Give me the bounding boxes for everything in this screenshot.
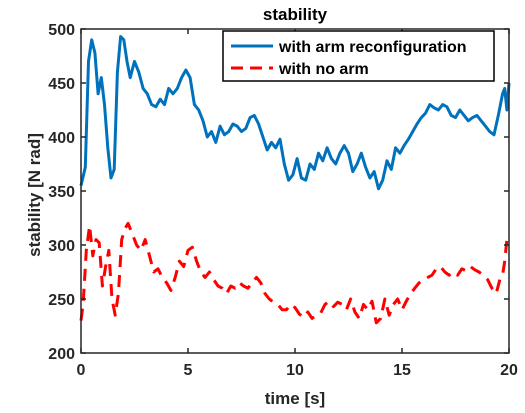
legend-box	[222, 30, 495, 82]
y-tick-label: 450	[48, 76, 75, 93]
chart-title: stability	[263, 5, 328, 24]
y-tick-label: 350	[48, 184, 75, 201]
y-tick-label: 300	[48, 238, 75, 255]
x-tick-label: 5	[184, 362, 193, 379]
x-tick-label: 10	[286, 362, 304, 379]
y-tick-label: 500	[48, 22, 75, 39]
y-tick-label: 200	[48, 346, 75, 363]
x-tick-label: 15	[393, 362, 411, 379]
x-tick-label: 0	[77, 362, 86, 379]
series-line-2	[79, 221, 511, 325]
axes: 0 5 10 15 20 200 250 300 350 400 450 500	[48, 22, 518, 379]
legend-label-1: with arm reconfiguration	[278, 39, 467, 56]
y-tick-label: 250	[48, 292, 75, 309]
legend: with arm reconfiguration with no arm	[222, 30, 495, 82]
legend-label-2: with no arm	[278, 61, 369, 78]
plot-area	[79, 35, 511, 325]
x-axis-title: time [s]	[265, 389, 325, 408]
y-tick-label: 400	[48, 130, 75, 147]
y-axis-title: stability [N rad]	[25, 133, 44, 257]
x-tick-label: 20	[500, 362, 518, 379]
series-line-1	[79, 35, 511, 191]
